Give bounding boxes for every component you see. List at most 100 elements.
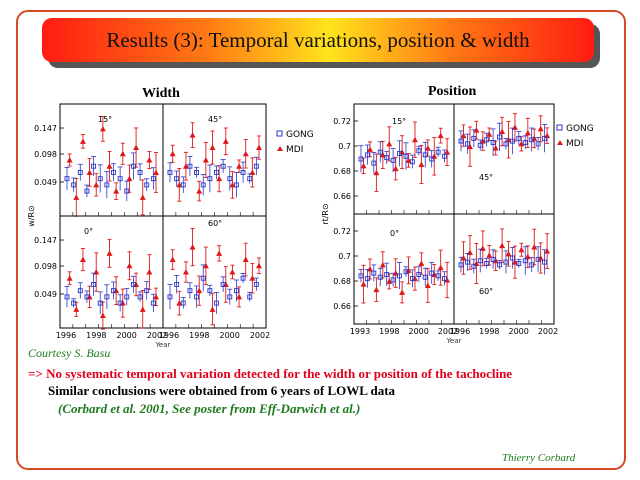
title-bar: Results (3): Temporal variations, positi… — [42, 18, 594, 62]
mdi-point — [466, 143, 473, 150]
mdi-point — [373, 286, 380, 293]
mdi-point — [531, 244, 538, 250]
gong-point — [137, 169, 143, 175]
gong-point — [91, 163, 97, 169]
mdi-point — [405, 267, 412, 273]
gong-point — [529, 137, 535, 143]
x-tick-label: 2000 — [219, 331, 239, 340]
gong-point — [503, 259, 509, 265]
y-tick-label: 0.049 — [34, 178, 57, 187]
y-tick-label: 0.72 — [333, 227, 351, 236]
position-chart: 15° 45° 0° 60° 0.72 0.7 0.68 0.66 0.72 0.7 0.68 0.6… — [321, 103, 594, 345]
gong-point — [358, 156, 364, 162]
latitude-label: 0° — [84, 227, 93, 236]
gong-point — [194, 169, 200, 175]
subplot-frame — [453, 103, 555, 215]
mdi-point — [126, 262, 133, 269]
gong-point — [471, 135, 477, 141]
mdi-point — [524, 129, 531, 136]
gong-point — [187, 288, 193, 294]
gong-point — [442, 276, 447, 282]
gong-point — [180, 182, 186, 188]
gong-point — [194, 294, 200, 300]
y-tick-label: 0.098 — [34, 150, 57, 159]
mdi-point — [386, 140, 393, 147]
gong-point — [180, 300, 186, 306]
gong-point — [464, 259, 470, 265]
mdi-point — [437, 132, 444, 139]
mdi-point — [216, 175, 223, 182]
y-tick-label: 0.7 — [338, 252, 351, 261]
x-tick-label: 1998 — [379, 327, 399, 336]
mdi-point — [86, 169, 93, 175]
mdi-point — [133, 281, 140, 287]
mdi-point — [505, 250, 512, 257]
gong-point — [207, 288, 213, 294]
x-tick-label: 1998 — [189, 331, 209, 340]
x-axis-label: Year — [446, 337, 462, 345]
y-tick-label: 0.098 — [34, 262, 57, 271]
slide-title: Results (3): Temporal variations, positi… — [106, 27, 530, 52]
mdi-point — [544, 132, 551, 139]
x-tick-label: 2000 — [116, 331, 136, 340]
y-tick-label: 0.66 — [333, 302, 351, 311]
x-tick-label: 1996 — [450, 327, 470, 336]
gong-point — [484, 261, 490, 266]
mdi-point — [93, 269, 100, 275]
gong-point — [522, 140, 528, 145]
gong-point — [390, 277, 396, 283]
mdi-point — [202, 262, 209, 269]
x-tick-label: 2000 — [408, 327, 428, 336]
gong-point — [130, 281, 136, 287]
gong-point — [227, 176, 233, 182]
gong-point — [429, 156, 435, 162]
gong-point — [435, 273, 441, 279]
y-axis-label: rt/R⊙ — [321, 203, 330, 224]
gong-point — [200, 275, 206, 281]
gong-point — [542, 259, 547, 265]
mdi-point — [169, 256, 176, 263]
gong-point — [516, 261, 522, 266]
gong-point — [377, 274, 383, 280]
conclusion-reference: (Corbard et al. 2001, See poster from Ef… — [58, 401, 361, 416]
gong-point — [207, 176, 213, 182]
gong-point — [247, 176, 253, 182]
gong-point — [71, 182, 77, 188]
mdi-point — [236, 293, 243, 300]
gong-point — [144, 182, 150, 188]
gong-point — [150, 176, 156, 182]
gong-point — [253, 281, 259, 287]
mdi-point — [399, 149, 406, 155]
y-tick-label: 0.049 — [34, 290, 57, 299]
gong-point — [124, 188, 130, 194]
slide-frame — [16, 10, 626, 470]
mdi-point — [537, 255, 544, 261]
mdi-point — [99, 312, 106, 319]
mdi-point — [66, 157, 73, 163]
legend-mdi-marker — [557, 140, 563, 145]
mdi-point — [196, 188, 203, 194]
x-tick-label: 2002 — [538, 327, 558, 336]
x-tick-label: 2002 — [250, 331, 270, 340]
mdi-point — [249, 275, 256, 281]
mdi-point — [209, 306, 216, 312]
gong-point — [84, 188, 90, 194]
y-tick-label: 0.147 — [34, 124, 57, 133]
gong-point — [529, 262, 535, 268]
x-tick-label: 1998 — [479, 327, 499, 336]
author-name: Thierry Corbard — [502, 452, 576, 464]
mdi-point — [242, 150, 249, 157]
mdi-point — [399, 289, 406, 295]
mdi-point — [66, 275, 73, 281]
mdi-point — [196, 287, 203, 294]
width-chart: 15° 45° 0° 60° 0.147 0.098 0.049 0.147 0.098 0.04… — [27, 103, 314, 349]
mdi-point — [499, 128, 506, 134]
legend-mdi-label: MDI — [566, 139, 583, 149]
x-tick-label: 2000 — [508, 327, 528, 336]
mdi-point — [229, 269, 236, 275]
gong-point — [130, 163, 136, 169]
y-tick-label: 0.68 — [333, 277, 351, 286]
mdi-point — [537, 125, 544, 132]
y-tick-label: 0.7 — [338, 142, 351, 151]
gong-point — [490, 140, 496, 145]
